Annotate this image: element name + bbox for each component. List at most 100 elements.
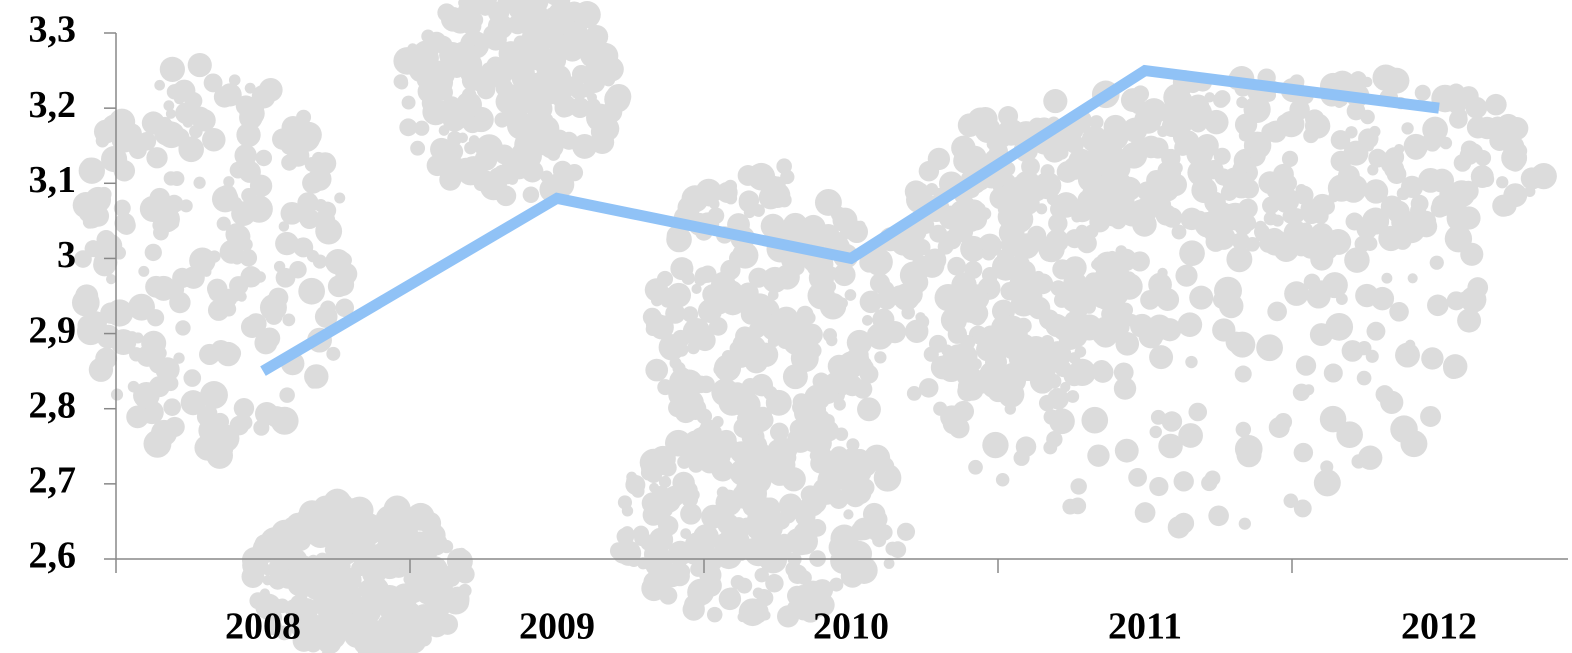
map-dot xyxy=(386,501,401,516)
map-dot xyxy=(245,83,256,94)
map-dot xyxy=(1325,313,1353,341)
map-dot xyxy=(1179,240,1205,266)
map-dot xyxy=(287,118,301,132)
map-dot xyxy=(714,355,741,382)
map-dot xyxy=(227,225,251,249)
map-dot xyxy=(586,55,612,81)
map-dot xyxy=(555,92,569,106)
map-dot xyxy=(307,250,319,262)
map-dot xyxy=(1299,235,1323,259)
map-dot xyxy=(299,500,326,527)
map-dot xyxy=(1427,415,1438,426)
map-dot xyxy=(236,123,260,147)
map-dot xyxy=(1114,137,1126,149)
map-dot xyxy=(558,132,569,143)
map-dot xyxy=(1018,446,1030,458)
map-dot xyxy=(996,473,1010,487)
chart: 2,62,72,82,933,13,23,3200820092010201120… xyxy=(0,0,1572,653)
map-dot xyxy=(846,438,859,451)
map-dot xyxy=(944,172,957,185)
map-dot xyxy=(1296,355,1316,375)
map-dot xyxy=(915,312,925,322)
map-dot xyxy=(762,267,788,293)
map-dot xyxy=(89,358,113,382)
map-dot xyxy=(1132,85,1149,102)
map-dot xyxy=(1360,110,1374,124)
map-dot xyxy=(1387,164,1407,184)
map-dot xyxy=(1381,273,1392,284)
map-dot xyxy=(402,96,416,110)
map-dot xyxy=(906,271,928,293)
map-dot xyxy=(1070,301,1088,319)
map-dot xyxy=(975,302,986,313)
map-dot xyxy=(711,459,734,482)
map-dot xyxy=(1141,98,1167,124)
map-dot xyxy=(148,334,165,351)
map-dot xyxy=(547,148,560,161)
map-dot xyxy=(684,308,694,318)
map-dot xyxy=(1162,207,1182,227)
map-dot xyxy=(1496,176,1508,188)
map-dot xyxy=(1239,518,1251,530)
map-dot xyxy=(223,176,234,187)
map-dot xyxy=(997,249,1012,264)
map-dot xyxy=(1324,364,1343,383)
y-tick-label: 3 xyxy=(57,234,76,276)
map-dot xyxy=(767,176,780,189)
map-dot xyxy=(770,423,789,442)
map-dot xyxy=(129,141,147,159)
map-dot xyxy=(430,138,453,161)
map-dot xyxy=(414,121,429,136)
map-dot xyxy=(342,533,370,561)
map-dot xyxy=(567,76,580,89)
map-dot xyxy=(550,41,567,58)
map-dot xyxy=(693,600,705,612)
map-dot xyxy=(606,84,631,109)
map-dot xyxy=(1355,284,1378,307)
map-dot xyxy=(681,442,704,465)
map-dot xyxy=(315,218,342,245)
map-dot xyxy=(1432,195,1454,217)
map-dot xyxy=(1503,183,1527,207)
map-dot xyxy=(407,503,435,531)
map-dot xyxy=(335,263,357,285)
map-dot xyxy=(874,464,902,492)
map-dot xyxy=(907,386,922,401)
map-dot xyxy=(145,244,162,261)
map-dot xyxy=(1161,149,1180,168)
map-dot xyxy=(1336,421,1363,448)
map-dot xyxy=(731,575,746,590)
map-dot xyxy=(1284,281,1309,306)
map-dot xyxy=(376,546,399,569)
map-dot xyxy=(1266,178,1289,201)
map-dot xyxy=(874,351,886,363)
map-dot xyxy=(770,462,791,483)
map-dot xyxy=(1178,312,1203,337)
map-dot xyxy=(747,519,767,539)
map-dot xyxy=(461,19,475,33)
map-dot xyxy=(1401,122,1413,134)
map-dot xyxy=(269,571,287,589)
map-dot xyxy=(1201,475,1217,491)
map-dot xyxy=(810,222,828,240)
map-dot xyxy=(998,106,1018,126)
map-dot xyxy=(678,400,697,419)
map-dot xyxy=(1423,130,1443,150)
map-dot xyxy=(282,131,294,143)
map-dot xyxy=(773,512,791,530)
map-dot xyxy=(253,420,269,436)
map-dot xyxy=(1362,77,1373,88)
map-dot xyxy=(680,259,692,271)
map-dot xyxy=(580,83,594,97)
map-dot xyxy=(504,52,527,75)
map-dot xyxy=(659,334,685,360)
map-dot xyxy=(1215,168,1232,185)
map-dot xyxy=(163,398,181,416)
map-dot xyxy=(1056,234,1067,245)
map-dot xyxy=(1084,189,1111,216)
map-dot xyxy=(152,218,166,232)
map-dot xyxy=(742,458,769,485)
map-dot xyxy=(1458,181,1479,202)
map-dot xyxy=(948,325,967,344)
map-dot xyxy=(1158,434,1183,459)
